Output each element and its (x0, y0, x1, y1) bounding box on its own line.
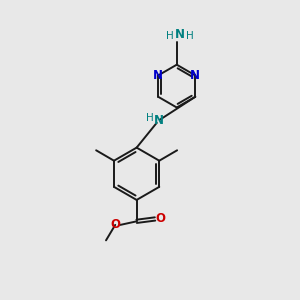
Text: O: O (155, 212, 165, 226)
Text: N: N (154, 114, 164, 127)
Text: N: N (175, 28, 185, 41)
Text: N: N (153, 69, 163, 82)
Text: O: O (110, 218, 120, 231)
Text: H: H (166, 31, 174, 41)
Text: N: N (190, 69, 200, 82)
Text: H: H (186, 31, 194, 41)
Text: H: H (146, 113, 154, 123)
